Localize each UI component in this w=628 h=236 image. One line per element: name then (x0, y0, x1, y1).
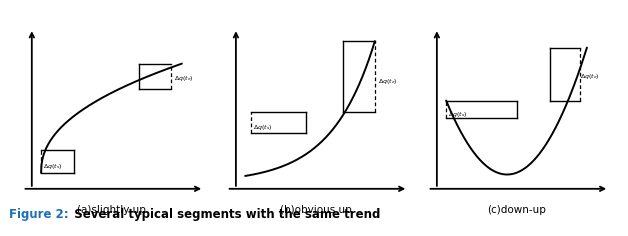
Text: Several typical segments with the same trend: Several typical segments with the same t… (66, 208, 381, 221)
Text: $\Delta q(t_s)$: $\Delta q(t_s)$ (252, 122, 272, 131)
Text: $\Delta q(t_s)$: $\Delta q(t_s)$ (43, 162, 62, 171)
Text: $\Delta q(t_e)$: $\Delta q(t_e)$ (580, 72, 600, 81)
Text: (c)down-up: (c)down-up (487, 205, 546, 215)
Text: Figure 2:: Figure 2: (9, 208, 69, 221)
Text: $\Delta q(t_e)$: $\Delta q(t_e)$ (377, 77, 398, 86)
Text: (a)slightly up: (a)slightly up (77, 205, 146, 215)
Text: $\Delta q(t_e)$: $\Delta q(t_e)$ (173, 74, 193, 83)
Text: $\Delta q(t_s)$: $\Delta q(t_s)$ (448, 110, 467, 119)
Text: (b)obvious up: (b)obvious up (279, 205, 352, 215)
